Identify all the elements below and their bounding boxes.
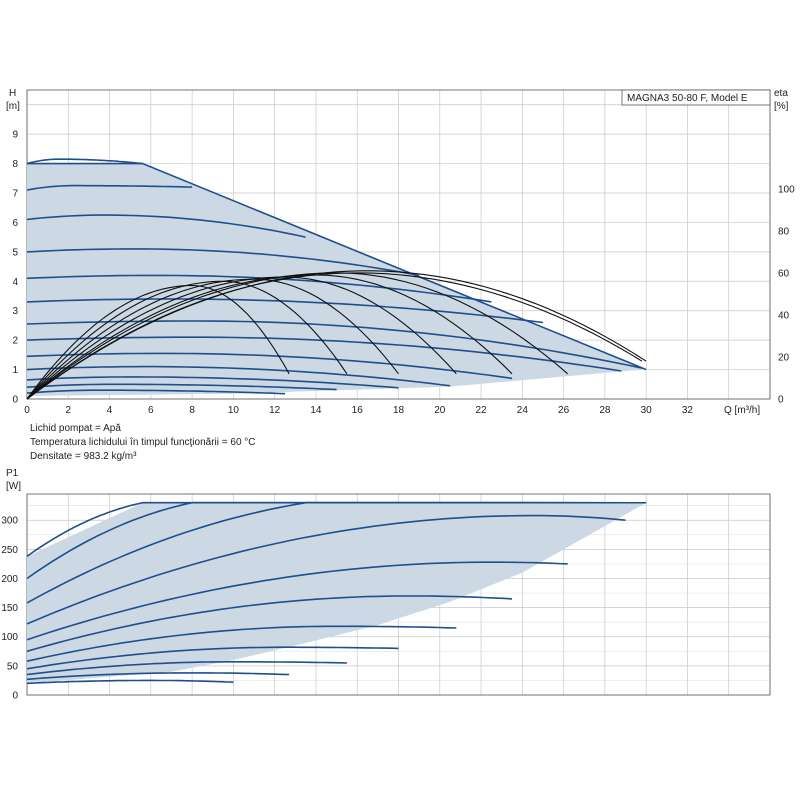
p-y-tick-label-4: 200 bbox=[1, 574, 18, 585]
x-tick-label-13: 26 bbox=[558, 405, 570, 416]
y-tick-label-1: 1 bbox=[12, 365, 18, 376]
y-tick-label-9: 9 bbox=[12, 130, 18, 141]
x-tick-label-2: 4 bbox=[107, 405, 113, 416]
eff-curve-7 bbox=[26, 284, 290, 400]
y-tick-label-3: 3 bbox=[12, 306, 18, 317]
y-tick-label-6: 6 bbox=[12, 218, 18, 229]
x-tick-label-12: 24 bbox=[517, 405, 529, 416]
power-curve-3 bbox=[26, 514, 626, 625]
x-tick-label-7: 14 bbox=[310, 405, 322, 416]
p-y-tick-label-6: 300 bbox=[1, 516, 18, 527]
x-tick-label-11: 22 bbox=[475, 405, 487, 416]
y2-tick-label-2: 40 bbox=[778, 310, 790, 321]
power-curve-6 bbox=[26, 625, 457, 662]
x-tick-label-16: 32 bbox=[682, 405, 694, 416]
power-curve-2 bbox=[26, 501, 647, 604]
p-y-axis-label: P1 bbox=[6, 468, 19, 479]
x-tick-label-5: 10 bbox=[228, 405, 240, 416]
y2-axis-label: eta bbox=[774, 88, 788, 99]
eff-curve-4 bbox=[26, 276, 457, 400]
info-line-1: Lichid pompat = Apă bbox=[30, 423, 121, 434]
p-y-tick-label-3: 150 bbox=[1, 603, 18, 614]
p-y-tick-label-2: 100 bbox=[1, 632, 18, 643]
eff-curve-2 bbox=[26, 272, 569, 400]
head-curve-2 bbox=[26, 214, 306, 238]
power-curve-0 bbox=[26, 501, 647, 557]
power-chart: 0 50 100 150 200 250 300 P1 [W] bbox=[1, 468, 771, 702]
x-tick-label-15: 30 bbox=[641, 405, 653, 416]
eff-curve-5 bbox=[26, 278, 399, 400]
head-curve-9 bbox=[26, 365, 451, 387]
x-tick-label-10: 20 bbox=[434, 405, 446, 416]
y-axis-label: H bbox=[9, 88, 16, 99]
power-curve-4 bbox=[26, 561, 568, 641]
head-curve-5 bbox=[26, 298, 544, 324]
y2-tick-label-0: 0 bbox=[778, 395, 784, 406]
model-label: MAGNA3 50-80 F, Model E bbox=[627, 93, 748, 104]
x-tick-label-3: 6 bbox=[148, 405, 154, 416]
x-tick-label-9: 18 bbox=[393, 405, 405, 416]
y-tick-label-7: 7 bbox=[12, 189, 18, 200]
x-tick-label-8: 16 bbox=[352, 405, 364, 416]
y-axis-unit: [m] bbox=[6, 101, 20, 112]
y2-axis-unit: [%] bbox=[774, 101, 789, 112]
y2-tick-label-3: 60 bbox=[778, 268, 790, 279]
info-line-3: Densitate = 983.2 kg/m³ bbox=[30, 451, 137, 462]
p-y-tick-label-1: 50 bbox=[7, 661, 19, 672]
p-operating-envelope bbox=[27, 502, 647, 684]
x-tick-label-14: 28 bbox=[599, 405, 611, 416]
y-tick-label-8: 8 bbox=[12, 159, 18, 170]
y-tick-label-5: 5 bbox=[12, 247, 18, 258]
power-curve-9 bbox=[26, 672, 290, 681]
info-line-2: Temperatura lichidului în timpul funcţio… bbox=[30, 437, 256, 448]
y2-tick-label-5: 100 bbox=[778, 184, 795, 195]
head-curve-7 bbox=[26, 336, 622, 372]
x-tick-label-4: 8 bbox=[189, 405, 195, 416]
head-curve-8 bbox=[26, 352, 513, 380]
head-curve-10 bbox=[26, 376, 399, 389]
head-efficiency-chart: 0 2 4 6 8 10 12 14 16 18 20 22 24 26 28 30 3201234567890… bbox=[6, 88, 795, 416]
y-tick-label-0: 0 bbox=[12, 395, 18, 406]
max-curve bbox=[27, 162, 647, 371]
power-curve-8 bbox=[26, 660, 347, 676]
x-tick-label-1: 2 bbox=[65, 405, 71, 416]
head-curve-12 bbox=[26, 389, 286, 395]
x-tick-label-0: 0 bbox=[24, 405, 30, 416]
head-curve-3 bbox=[26, 248, 420, 277]
y2-tick-label-1: 20 bbox=[778, 352, 790, 363]
power-curve-7 bbox=[26, 646, 399, 670]
p-y-axis-unit: [W] bbox=[6, 481, 21, 492]
eff-curve-3 bbox=[26, 274, 513, 400]
power-curve-5 bbox=[26, 595, 513, 653]
y-tick-label-4: 4 bbox=[12, 277, 18, 288]
p-y-tick-label-5: 250 bbox=[1, 545, 18, 556]
power-curve-1 bbox=[26, 501, 647, 580]
eff-curve-1 bbox=[26, 272, 643, 400]
model-box bbox=[621, 89, 771, 106]
fluid-info: Lichid pompat = Apă Temperatura lichidul… bbox=[30, 423, 256, 462]
power-curve-10 bbox=[26, 679, 234, 685]
x-axis-label: Q [m³/h] bbox=[724, 405, 760, 416]
head-curve-11 bbox=[26, 383, 337, 391]
y2-tick-label-4: 80 bbox=[778, 226, 790, 237]
y-tick-label-2: 2 bbox=[12, 336, 18, 347]
head-curve-0 bbox=[26, 158, 143, 165]
head-curve-1 bbox=[26, 184, 193, 191]
p-y-tick-label-0: 0 bbox=[12, 691, 18, 702]
x-tick-label-6: 12 bbox=[269, 405, 281, 416]
